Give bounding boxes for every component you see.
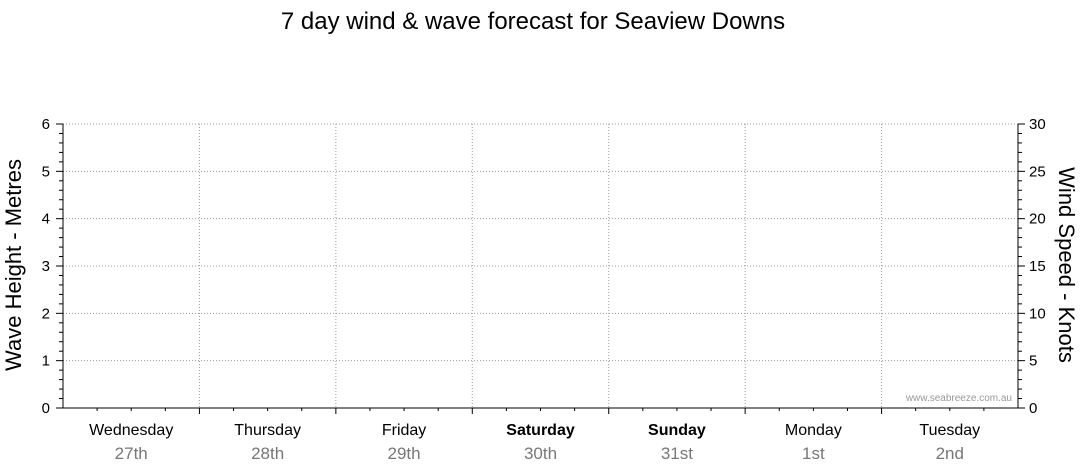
left-tick-label: 3 — [42, 258, 50, 275]
right-tick-label: 5 — [1029, 353, 1037, 370]
right-tick-label: 30 — [1029, 116, 1046, 133]
day-name-label: Monday — [785, 422, 842, 439]
day-date-label: 2nd — [936, 444, 964, 463]
day-name-label: Thursday — [234, 422, 301, 439]
right-tick-label: 25 — [1029, 163, 1046, 180]
right-tick-label: 15 — [1029, 258, 1046, 275]
day-name-label: Saturday — [506, 422, 575, 439]
chart-title: 7 day wind & wave forecast for Seaview D… — [281, 8, 785, 35]
right-axis-title: Wind Speed - Knots — [1054, 167, 1079, 363]
day-name-label: Wednesday — [89, 422, 173, 439]
watermark: www.seabreeze.com.au — [905, 393, 1012, 404]
left-tick-label: 6 — [42, 116, 50, 133]
left-tick-label: 0 — [42, 400, 50, 417]
left-tick-label: 1 — [42, 353, 50, 370]
axes — [62, 124, 1019, 414]
left-tick-label: 4 — [42, 211, 50, 228]
right-axis-ticks: 0 5 10 15 20 25 30 — [1018, 116, 1046, 417]
day-date-label: 27th — [115, 444, 148, 463]
day-date-label: 1st — [802, 444, 825, 463]
left-axis-title: Wave Height - Metres — [1, 159, 26, 371]
day-date-label: 31st — [661, 444, 693, 463]
day-name-label: Friday — [382, 422, 426, 439]
day-name-label: Sunday — [648, 422, 706, 439]
day-date-label: 28th — [251, 444, 284, 463]
right-tick-label: 0 — [1029, 400, 1037, 417]
day-name-label: Tuesday — [919, 422, 980, 439]
left-axis-ticks: 0 1 2 3 4 5 6 — [42, 116, 63, 417]
right-tick-label: 10 — [1029, 305, 1046, 322]
left-tick-label: 5 — [42, 163, 50, 180]
day-labels: Wednesday 27th Thursday 28th Friday 29th Satur… — [89, 422, 980, 463]
left-tick-label: 2 — [42, 305, 50, 322]
gridlines — [63, 123, 1018, 408]
right-tick-label: 20 — [1029, 211, 1046, 228]
day-date-label: 29th — [388, 444, 421, 463]
day-date-label: 30th — [524, 444, 557, 463]
